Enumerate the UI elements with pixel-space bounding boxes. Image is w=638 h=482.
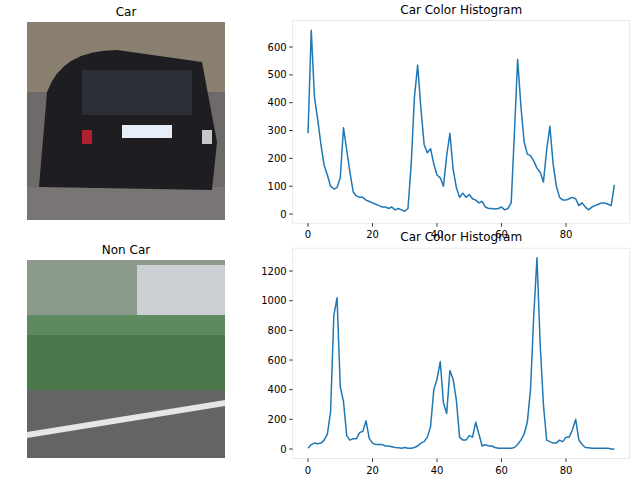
x-tick-label: 80	[560, 465, 573, 476]
image-light	[82, 130, 92, 144]
x-tick-label: 60	[495, 465, 508, 476]
y-tick	[289, 74, 293, 75]
image	[27, 22, 225, 220]
image-hedge	[27, 315, 225, 335]
x-tick	[437, 459, 438, 463]
y-tick-label: 600	[268, 355, 287, 366]
x-tick	[566, 459, 567, 463]
x-tick	[437, 223, 438, 227]
chart-title: Car Color Histogram	[400, 230, 522, 244]
figure: CarNon CarCar Color Histogram02040608001…	[0, 0, 638, 482]
x-tick-label: 0	[305, 229, 311, 240]
y-tick-label: 400	[268, 384, 287, 395]
x-tick-label: 0	[305, 465, 311, 476]
x-tick-label: 20	[366, 465, 379, 476]
x-tick	[308, 459, 309, 463]
image-window	[82, 70, 192, 115]
plot-frame	[293, 21, 630, 224]
x-tick-label: 40	[431, 465, 444, 476]
y-tick	[289, 330, 293, 331]
x-tick-label: 80	[560, 229, 573, 240]
y-tick	[289, 158, 293, 159]
image-bg	[27, 260, 225, 458]
y-tick-label: 600	[268, 42, 287, 53]
x-tick	[501, 223, 502, 227]
line-series	[308, 258, 614, 449]
image-road	[27, 187, 225, 220]
image-title: Car	[116, 5, 137, 19]
x-tick	[566, 223, 567, 227]
x-tick	[372, 459, 373, 463]
y-tick-label: 100	[268, 181, 287, 192]
x-tick	[501, 459, 502, 463]
y-tick-label: 1200	[261, 266, 286, 277]
line-series	[308, 30, 614, 211]
chart: Car Color Histogram020406080020040060080…	[261, 230, 629, 475]
y-tick	[289, 186, 293, 187]
image-car	[39, 50, 217, 190]
y-tick-label: 800	[268, 325, 287, 336]
image	[27, 260, 225, 458]
y-tick	[289, 449, 293, 450]
y-tick	[289, 389, 293, 390]
image-grass	[27, 335, 225, 390]
y-tick	[289, 360, 293, 361]
y-tick-label: 400	[268, 97, 287, 108]
y-tick	[289, 130, 293, 131]
image-lane-line	[27, 400, 225, 438]
chart: Car Color Histogram020406080010020030040…	[268, 3, 630, 241]
y-tick-label: 200	[268, 414, 287, 425]
y-tick	[289, 102, 293, 103]
image-truck	[137, 265, 225, 320]
image-light	[202, 130, 212, 144]
y-tick-label: 1000	[261, 295, 286, 306]
x-tick	[372, 223, 373, 227]
x-tick-label: 20	[366, 229, 379, 240]
plot-frame	[293, 248, 630, 458]
plot-area	[308, 30, 614, 211]
y-tick-label: 0	[280, 444, 286, 455]
y-tick	[289, 214, 293, 215]
x-tick	[308, 223, 309, 227]
y-tick-label: 0	[280, 209, 286, 220]
chart-title: Car Color Histogram	[400, 3, 522, 17]
y-tick-label: 500	[268, 69, 287, 80]
image-bg	[27, 22, 225, 220]
image-road	[27, 390, 225, 458]
y-tick-label: 200	[268, 153, 287, 164]
plot-area	[308, 258, 614, 449]
y-tick	[289, 271, 293, 272]
y-tick-label: 300	[268, 125, 287, 136]
y-tick	[289, 419, 293, 420]
image-plate	[122, 125, 172, 138]
y-tick	[289, 47, 293, 48]
image-title: Non Car	[102, 243, 150, 257]
y-tick	[289, 300, 293, 301]
